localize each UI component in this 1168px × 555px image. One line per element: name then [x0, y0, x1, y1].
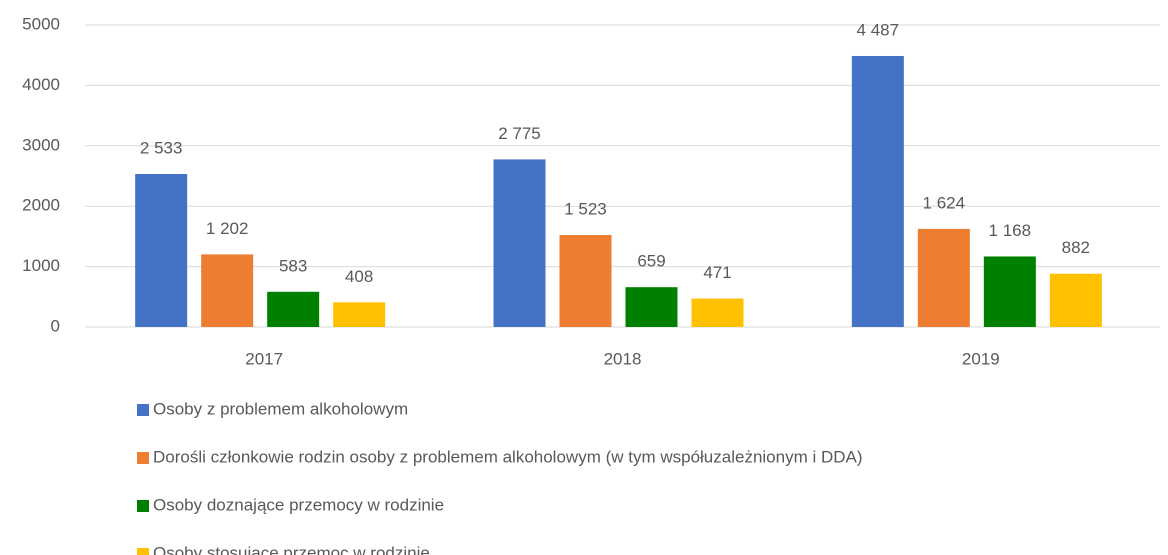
data-label: 1 202	[206, 219, 249, 238]
bar	[983, 256, 1036, 327]
data-label: 471	[703, 263, 731, 282]
bar	[851, 55, 904, 327]
data-label: 659	[637, 252, 665, 271]
y-tick-label: 0	[51, 316, 60, 335]
bar	[625, 287, 678, 327]
data-label: 583	[279, 256, 307, 275]
bar	[691, 298, 744, 327]
y-tick-label: 3000	[22, 135, 60, 154]
data-label: 882	[1062, 238, 1090, 257]
legend-label: Osoby z problemem alkoholowym	[153, 399, 408, 418]
bar	[1049, 273, 1102, 327]
x-tick-label: 2018	[604, 349, 642, 368]
y-tick-label: 5000	[22, 14, 60, 33]
bar	[135, 174, 188, 327]
data-label: 1 523	[564, 199, 607, 218]
x-tick-label: 2019	[962, 349, 1000, 368]
bar	[333, 302, 386, 327]
legend-label: Osoby doznające przemocy w rodzinie	[153, 495, 444, 514]
data-label: 2 533	[140, 138, 183, 157]
x-tick-label: 2017	[245, 349, 283, 368]
data-label: 408	[345, 267, 373, 286]
data-label: 2 775	[498, 124, 541, 143]
bar	[201, 254, 254, 327]
data-label: 1 168	[989, 221, 1032, 240]
legend-swatch	[137, 500, 149, 512]
bar	[559, 235, 612, 327]
legend-label: Dorośli członkowie rodzin osoby z proble…	[153, 447, 863, 466]
bar	[493, 159, 546, 327]
y-tick-label: 1000	[22, 256, 60, 275]
legend-swatch	[137, 452, 149, 464]
data-label: 4 487	[857, 20, 900, 39]
legend-label: Osoby stosujące przemoc w rodzinie	[153, 543, 430, 555]
data-label: 1 624	[923, 193, 966, 212]
bar	[917, 228, 970, 327]
bar	[267, 291, 320, 327]
legend-swatch	[137, 404, 149, 416]
legend-swatch	[137, 548, 149, 555]
y-tick-label: 4000	[22, 75, 60, 94]
y-tick-label: 2000	[22, 196, 60, 215]
